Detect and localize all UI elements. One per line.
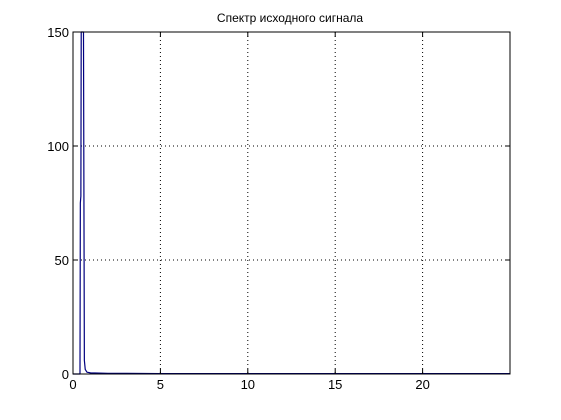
axis-ticks [72,31,510,375]
axes-box [72,31,511,375]
tick-labels: 0 5 10 15 20 0 50 100 150 [47,25,430,392]
x-tick-label: 20 [415,377,429,392]
y-tick-label: 0 [62,367,69,382]
x-tick-label: 0 [69,377,76,392]
y-tick-label: 50 [55,253,69,268]
x-tick-label: 5 [157,377,164,392]
plot-area [73,32,510,374]
grid-lines [73,32,510,374]
y-tick-label: 150 [47,25,69,40]
y-tick-label: 100 [47,139,69,154]
chart-title: Спектр исходного сигнала [217,11,364,25]
x-tick-label: 10 [241,377,255,392]
x-tick-label: 15 [328,377,342,392]
